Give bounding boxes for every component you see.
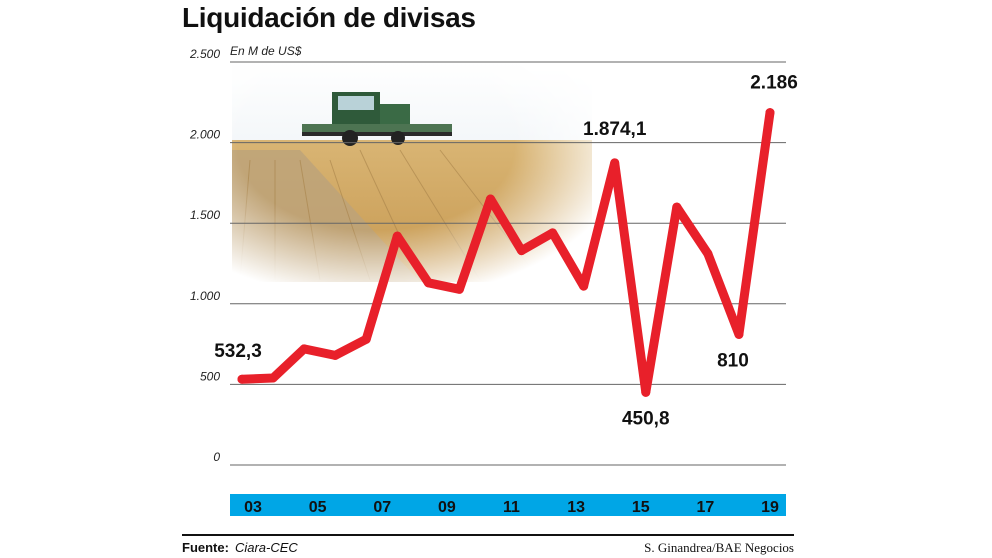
x-axis-ticks: 03 05 07 09 11 13 15 17 19: [244, 499, 779, 516]
data-point: [330, 350, 340, 360]
x-tick-label: 19: [761, 499, 779, 516]
x-tick-label: 03: [244, 499, 262, 516]
data-point: [703, 249, 713, 259]
chart-title: Liquidación de divisas: [182, 2, 476, 33]
source-value: Ciara-CEC: [234, 540, 298, 555]
line-chart: 0 500 1.000 1.500 2.000 2.500 03 05 07 09 11 13 15 1…: [189, 47, 798, 516]
y-tick-label: 1.000: [190, 289, 220, 303]
data-point: [454, 284, 464, 294]
data-point: [485, 194, 495, 204]
x-tick-label: 17: [696, 499, 714, 516]
data-label: 2.186: [750, 73, 798, 94]
data-point: [268, 373, 278, 383]
y-axis-ticks: 0 500 1.000 1.500 2.000 2.500: [189, 47, 220, 464]
x-tick-label: 07: [373, 499, 391, 516]
source-note: Fuente: Ciara-CEC: [182, 540, 298, 555]
y-tick-label: 500: [200, 369, 220, 383]
y-gridlines: [230, 61, 786, 466]
data-label: 1.874,1: [583, 119, 647, 140]
series-line: [237, 108, 775, 397]
data-point: [299, 344, 309, 354]
data-label: 532,3: [214, 341, 262, 362]
data-point: [672, 202, 682, 212]
data-point: [361, 334, 371, 344]
data-point: [237, 374, 247, 384]
harvester-field-image: [232, 62, 592, 282]
x-tick-label: 11: [503, 499, 520, 516]
data-point: [610, 158, 620, 168]
y-tick-label: 0: [213, 450, 220, 464]
data-point: [641, 387, 651, 397]
data-labels: 532,3 1.874,1 450,8 810 2.186: [214, 73, 798, 430]
data-point: [734, 329, 744, 339]
data-point: [392, 231, 402, 241]
footer-divider: [182, 534, 794, 536]
data-label: 450,8: [622, 408, 670, 429]
x-tick-label: 13: [567, 499, 585, 516]
data-point: [548, 228, 558, 238]
harvester-icon: [302, 92, 452, 146]
x-tick-label: 09: [438, 499, 456, 516]
x-axis-band: [230, 494, 786, 516]
data-point: [517, 246, 527, 256]
y-tick-label: 1.500: [190, 208, 220, 222]
y-tick-label: 2.500: [189, 47, 220, 61]
credit-note: S. Ginandrea/BAE Negocios: [644, 540, 794, 555]
data-point: [765, 108, 775, 118]
y-tick-label: 2.000: [189, 128, 220, 142]
data-points: [237, 108, 775, 397]
source-label: Fuente:: [182, 540, 229, 555]
y-axis-unit-label: En M de US$: [230, 44, 302, 58]
x-tick-label: 05: [309, 499, 327, 516]
x-tick-label: 15: [632, 499, 650, 516]
data-point: [579, 281, 589, 291]
data-label: 810: [717, 350, 749, 371]
data-point: [423, 278, 433, 288]
